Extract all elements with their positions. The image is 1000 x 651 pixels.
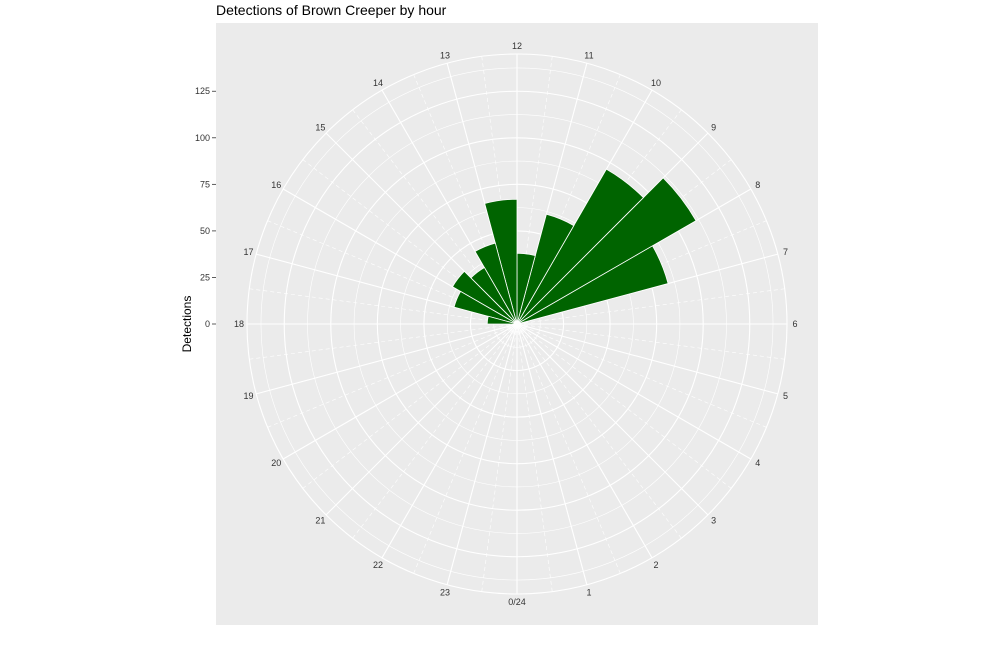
- hour-label-8: 8: [755, 180, 760, 190]
- y-tick-label: 100: [195, 133, 210, 143]
- half-hour-spoke: [516, 323, 553, 592]
- hour-label-3: 3: [711, 516, 716, 526]
- hour-label-23: 23: [440, 588, 450, 598]
- hour-spoke: [516, 323, 588, 585]
- hour-label-12: 12: [512, 41, 522, 51]
- hour-label-9: 9: [711, 122, 716, 132]
- hour-labels: 0/24123456789101112131415161718192021222…: [234, 41, 798, 607]
- hour-spoke: [282, 323, 518, 460]
- hour-label-14: 14: [373, 78, 383, 88]
- y-tick-label: 25: [200, 272, 210, 282]
- hour-label-20: 20: [271, 458, 281, 468]
- bar-hour-10: [516, 213, 575, 325]
- hour-label-22: 22: [373, 560, 383, 570]
- hour-spoke: [381, 323, 518, 559]
- hour-spoke: [516, 323, 752, 460]
- grid: [246, 53, 788, 595]
- half-hour-spoke: [516, 323, 682, 539]
- bar-hour-17: [486, 315, 518, 325]
- half-hour-spoke: [413, 323, 518, 574]
- hour-label-2: 2: [653, 560, 658, 570]
- chart-title: Detections of Brown Creeper by hour: [216, 2, 447, 18]
- hour-label-6: 6: [792, 319, 797, 329]
- hour-label-13: 13: [440, 50, 450, 60]
- hour-spoke: [446, 323, 518, 585]
- bar-hour-13: [474, 242, 518, 325]
- half-hour-spoke: [302, 323, 518, 489]
- hour-label-7: 7: [783, 247, 788, 257]
- bar-hour-16: [453, 290, 518, 325]
- bar-hour-8: [516, 177, 697, 325]
- half-hour-spoke: [352, 323, 518, 539]
- half-hour-spoke: [516, 323, 621, 574]
- hour-spoke: [325, 323, 518, 516]
- hour-spoke: [256, 323, 518, 395]
- hour-label-15: 15: [315, 122, 325, 132]
- bar-hour-9: [516, 168, 644, 325]
- hour-label-18: 18: [234, 319, 244, 329]
- hour-label-0/24: 0/24: [508, 597, 526, 607]
- y-tick-label: 50: [200, 226, 210, 236]
- bars: [451, 168, 697, 325]
- hour-label-19: 19: [243, 391, 253, 401]
- half-hour-spoke: [249, 288, 518, 325]
- hour-label-16: 16: [271, 180, 281, 190]
- hour-spoke: [516, 323, 709, 516]
- hour-spoke: [516, 323, 653, 559]
- hour-label-5: 5: [783, 391, 788, 401]
- bar-hour-15: [451, 270, 518, 325]
- y-axis: 0 25 50 75 100 125: [195, 86, 216, 329]
- half-hour-spoke: [516, 323, 767, 428]
- half-hour-spoke: [249, 323, 518, 360]
- half-hour-spoke: [267, 323, 518, 428]
- half-hour-spoke: [516, 323, 732, 489]
- hour-label-11: 11: [584, 50, 593, 60]
- hour-spoke: [516, 323, 778, 395]
- half-hour-spoke: [516, 288, 785, 325]
- y-tick-label: 75: [200, 179, 210, 189]
- half-hour-spoke: [481, 323, 518, 592]
- y-tick-label: 0: [205, 319, 210, 329]
- hour-label-10: 10: [651, 78, 661, 88]
- hour-label-21: 21: [315, 516, 325, 526]
- y-tick-label: 125: [195, 86, 210, 96]
- hour-label-1: 1: [586, 588, 591, 598]
- hour-label-4: 4: [755, 458, 760, 468]
- hour-label-17: 17: [243, 247, 253, 257]
- y-axis-title: Detections: [180, 296, 194, 353]
- half-hour-spoke: [516, 323, 785, 360]
